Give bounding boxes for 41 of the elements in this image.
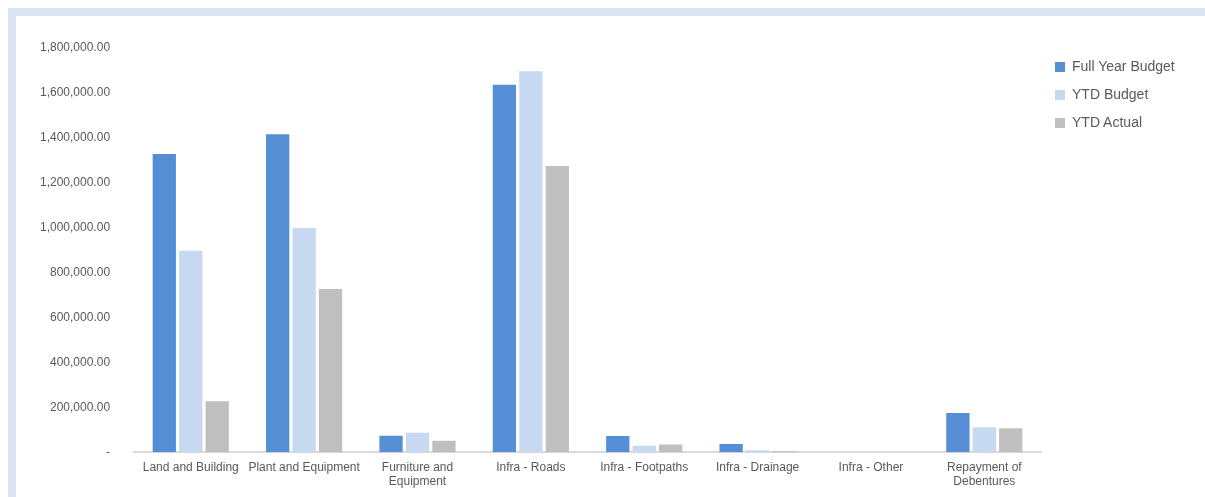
bar (719, 444, 743, 453)
y-tick-label: 1,200,000.00 (39, 174, 111, 189)
bar (632, 445, 656, 453)
y-tick-label: 1,800,000.00 (39, 39, 111, 54)
bar (205, 401, 229, 453)
y-tick-label: 1,600,000.00 (39, 84, 111, 99)
bar (659, 444, 683, 453)
y-tick-label: - (106, 444, 111, 459)
bar (432, 440, 456, 453)
y-tick-label: 200,000.00 (50, 399, 111, 414)
bar (318, 289, 343, 453)
bar (972, 427, 996, 453)
bar (405, 432, 430, 453)
bar (545, 166, 569, 453)
bar (379, 435, 403, 453)
bar (606, 436, 630, 453)
bar (745, 450, 770, 453)
x-tick-label: Infra - Drainage (715, 459, 800, 474)
y-tick-label: 1,400,000.00 (39, 129, 111, 144)
bar (292, 228, 316, 453)
x-tick-label: Repayment of Debentures (946, 459, 1023, 489)
x-tick-label: Infra - Other (838, 459, 904, 474)
bar (179, 250, 203, 453)
x-tick-label: Infra - Footpaths (600, 459, 689, 474)
x-tick-label: Land and Building (142, 459, 239, 474)
x-tick-label: Infra - Roads (496, 459, 566, 474)
bar (266, 134, 290, 453)
y-tick-label: 800,000.00 (50, 264, 111, 279)
legend-label: YTD Budget (1072, 85, 1149, 102)
x-tick-label: Plant and Equipment (248, 459, 361, 474)
y-tick-label: 600,000.00 (50, 309, 111, 324)
bar (999, 428, 1023, 453)
bar (152, 154, 176, 453)
x-tick-label: Furniture and Equipment (381, 459, 454, 489)
bar (492, 84, 517, 453)
y-tick-label: 1,000,000.00 (39, 219, 111, 234)
legend-label: YTD Actual (1072, 113, 1143, 130)
legend-label: Full Year Budget (1072, 57, 1175, 74)
bar (946, 413, 970, 453)
y-tick-label: 400,000.00 (50, 354, 111, 369)
bar (519, 71, 543, 453)
